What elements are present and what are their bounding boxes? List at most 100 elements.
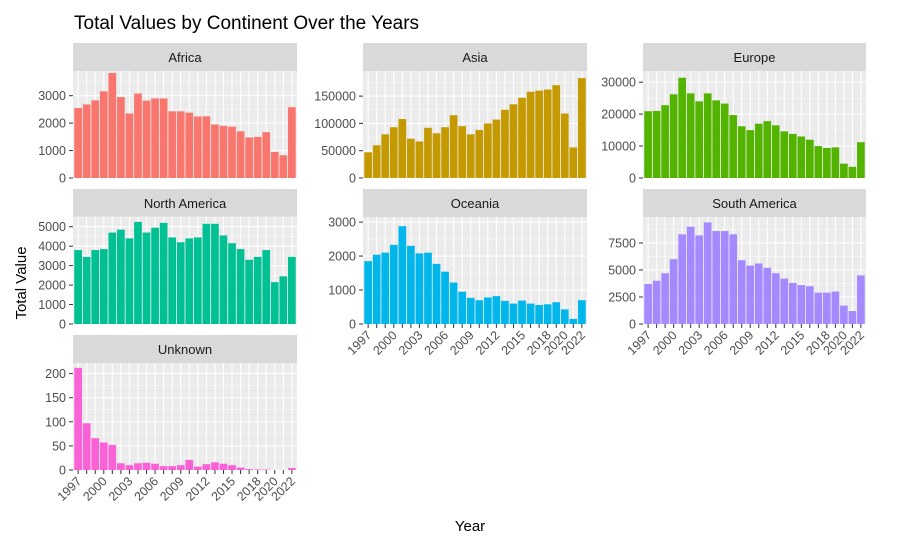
bar-unknown-2005 — [142, 462, 151, 470]
bar-africa-2011 — [193, 116, 202, 178]
bar-oceania-1997 — [364, 261, 372, 324]
bar-oceania-2010 — [475, 300, 484, 324]
bar-oceania-2011 — [483, 297, 492, 324]
facet-north-america: North America 0 1000 2000 3000 4000 5000 — [38, 189, 297, 332]
facet-label-unknown: Unknown — [158, 342, 212, 357]
bar-africa-2020 — [270, 151, 279, 178]
bar-unknown-2009 — [176, 465, 185, 470]
y-tick-label-unknown-150: 150 — [45, 391, 66, 405]
bar-africa-2009 — [176, 111, 185, 178]
bar-europe-2008 — [737, 126, 746, 178]
y-tick-label-oceania-0: 0 — [349, 318, 356, 332]
bar-unknown-2012 — [202, 464, 211, 470]
y-tick-label-oceania-1000: 1000 — [328, 284, 356, 298]
bar-north-america-2005 — [142, 232, 151, 324]
bar-africa-2015 — [228, 126, 236, 178]
bar-europe-2013 — [780, 131, 789, 178]
bar-oceania-2022 — [578, 300, 586, 324]
bar-oceania-2005 — [432, 263, 441, 324]
bar-asia-2016 — [526, 91, 535, 178]
y-tick-label-unknown-100: 100 — [45, 415, 66, 429]
facet-strip-unknown — [73, 335, 297, 363]
bar-unknown-1997 — [74, 367, 82, 470]
bar-asia-2000 — [389, 127, 398, 178]
bar-asia-2011 — [483, 123, 492, 178]
chart-title: Total Values by Continent Over the Years — [74, 13, 419, 34]
bar-south-america-2022 — [857, 275, 865, 324]
bar-south-america-2011 — [763, 267, 772, 324]
bar-oceania-2021 — [569, 318, 578, 324]
bar-south-america-2021 — [848, 311, 857, 324]
bar-africa-2000 — [99, 91, 108, 178]
bar-asia-2014 — [509, 104, 518, 178]
bar-europe-2009 — [746, 130, 755, 178]
bar-africa-2016 — [236, 131, 245, 178]
bar-asia-1999 — [381, 134, 390, 178]
y-tick-label-oceania-3000: 3000 — [328, 216, 356, 230]
bar-north-america-2009 — [176, 242, 185, 324]
bar-europe-2000 — [669, 94, 678, 178]
bar-north-america-2013 — [211, 223, 219, 324]
bar-north-america-2017 — [245, 259, 253, 324]
bar-north-america-2012 — [202, 223, 211, 324]
bar-south-america-2000 — [669, 259, 678, 324]
bar-africa-2007 — [159, 98, 168, 178]
bar-asia-1997 — [364, 152, 372, 178]
bar-europe-2018 — [823, 147, 831, 178]
bar-south-america-2010 — [754, 263, 763, 324]
bar-north-america-2021 — [279, 276, 288, 324]
bar-oceania-2006 — [441, 271, 449, 324]
bar-south-america-2002 — [686, 226, 695, 324]
bar-europe-2006 — [720, 103, 729, 178]
y-tick-label-north-america-1000: 1000 — [38, 298, 66, 312]
bar-unknown-2011 — [193, 466, 202, 470]
bar-unknown-2022 — [288, 468, 296, 470]
y-tick-label-south-america-5000: 5000 — [608, 263, 636, 277]
y-axis-title: Total Value — [13, 246, 30, 319]
bar-oceania-2019 — [552, 302, 561, 324]
bar-oceania-2007 — [449, 282, 458, 324]
facet-label-asia: Asia — [462, 50, 488, 65]
bar-south-america-2008 — [737, 260, 746, 324]
bar-asia-1998 — [372, 145, 381, 178]
bar-oceania-1998 — [372, 254, 381, 324]
bar-europe-2003 — [695, 101, 704, 178]
bar-north-america-2022 — [288, 256, 296, 324]
y-tick-label-europe-10000: 10000 — [601, 140, 636, 154]
bar-north-america-2001 — [108, 232, 117, 324]
facet-label-europe: Europe — [734, 50, 776, 65]
y-tick-label-north-america-4000: 4000 — [38, 240, 66, 254]
bar-asia-2021 — [569, 147, 578, 178]
bar-asia-2007 — [449, 115, 458, 178]
y-tick-label-unknown-50: 50 — [52, 439, 66, 453]
bar-unknown-2013 — [211, 462, 219, 470]
bar-europe-2002 — [686, 93, 695, 178]
facet-strip-africa — [73, 43, 297, 71]
bar-europe-2020 — [840, 163, 848, 178]
bar-asia-2005 — [432, 133, 441, 178]
bar-north-america-2010 — [185, 238, 194, 324]
bar-south-america-2012 — [771, 273, 780, 324]
bar-europe-2015 — [797, 136, 806, 178]
bar-south-america-2003 — [695, 235, 704, 324]
facet-strip-north-america — [73, 189, 297, 217]
bar-africa-2013 — [211, 124, 219, 178]
bar-oceania-2002 — [407, 245, 415, 324]
bar-europe-2022 — [857, 142, 865, 178]
bar-africa-2022 — [288, 107, 296, 178]
bar-asia-2008 — [458, 126, 467, 178]
bar-south-america-2013 — [780, 278, 789, 324]
bar-asia-2017 — [535, 90, 543, 178]
bar-north-america-1997 — [74, 250, 82, 324]
y-tick-label-asia-100000: 100000 — [314, 117, 356, 131]
bar-unknown-2014 — [219, 463, 228, 470]
bar-north-america-2018 — [253, 256, 262, 324]
bar-oceania-2001 — [398, 226, 407, 324]
y-tick-label-north-america-5000: 5000 — [38, 220, 66, 234]
y-tick-label-africa-3000: 3000 — [38, 89, 66, 103]
bar-africa-2021 — [279, 155, 288, 178]
facet-unknown: Unknown050100150200199720002003200620092… — [45, 335, 298, 504]
facet-europe: Europe 0 10000 20000 30000 — [601, 43, 866, 186]
bar-unknown-2001 — [108, 444, 117, 470]
bar-south-america-2019 — [831, 291, 840, 324]
